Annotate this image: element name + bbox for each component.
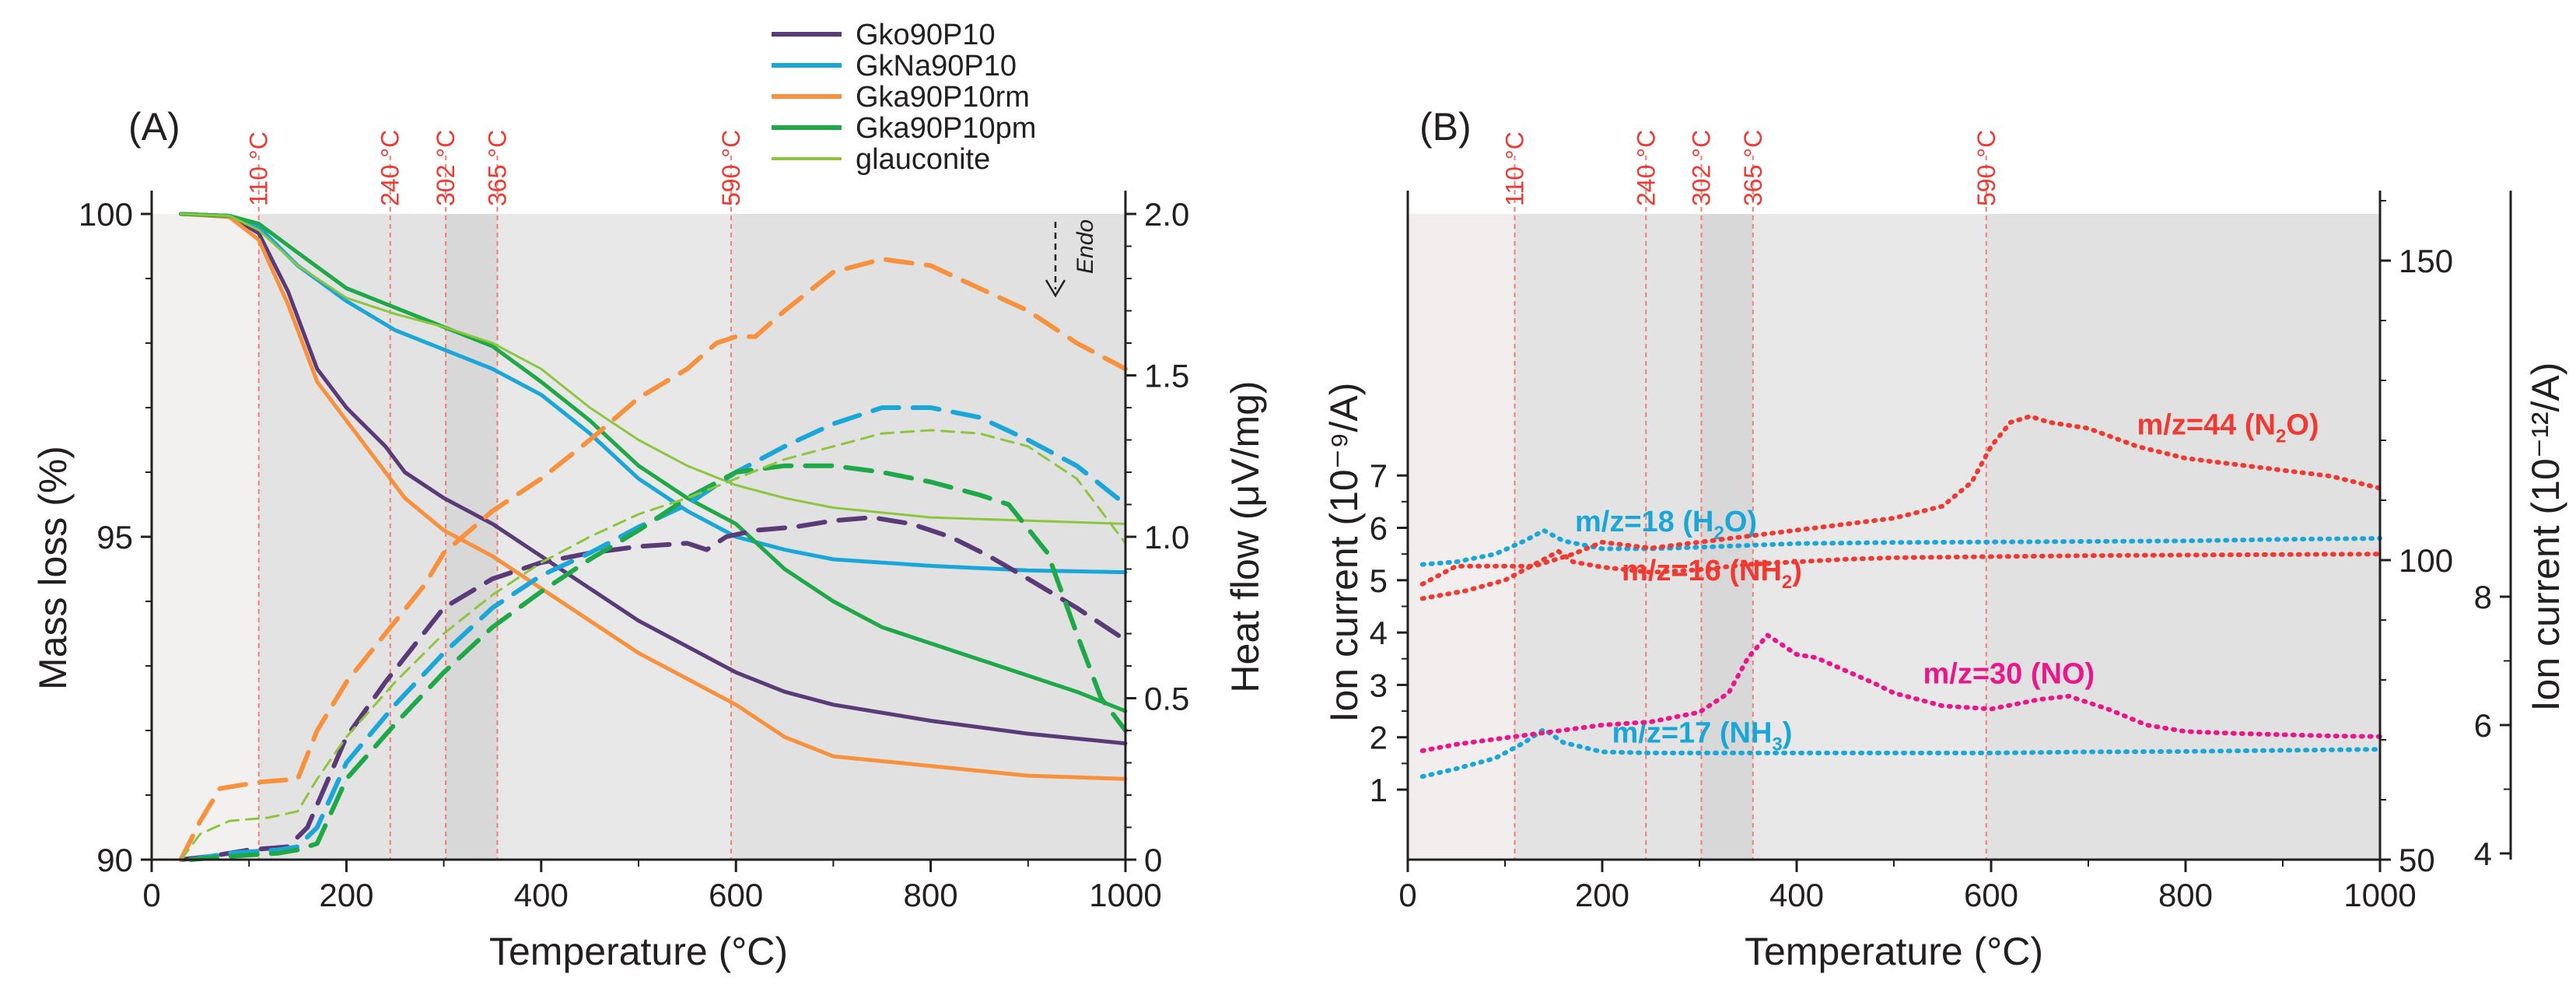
y2-tick-label: 150 (2399, 243, 2453, 279)
legend-entry: Gka90P10rm (856, 81, 1030, 114)
temp-marker-label: 365 °C (483, 130, 511, 206)
legend-entry: Gka90P10pm (856, 112, 1036, 145)
y3-tick-label: 8 (2474, 579, 2492, 615)
x-tick-label: 0 (1398, 877, 1416, 913)
y-tick-label: 7 (1370, 457, 1388, 494)
legend-entry: glauconite (856, 143, 990, 176)
temp-marker-label: 590 °C (1972, 130, 2000, 206)
y-tick-label: 2 (1370, 720, 1388, 756)
species-label-sub: 2 (1782, 572, 1792, 593)
temp-marker-label: 302 °C (432, 130, 460, 206)
legend-entry: Gko90P10 (856, 19, 996, 51)
species-label-main: m/z=30 (NO) (1923, 657, 2095, 690)
y-tick-label: 1 (1370, 772, 1388, 808)
species-label: m/z=17 (NH3) (1612, 716, 1793, 755)
y-tick-label: 6 (1370, 510, 1388, 547)
temp-marker-label: 110 °C (245, 131, 273, 206)
heat-flow-line (178, 257, 1128, 862)
species-label-main: m/z=17 (NH (1612, 716, 1773, 749)
y-tick-label: 100 (79, 196, 133, 233)
shade-band (1752, 214, 1986, 860)
ion-current-line (1419, 632, 2382, 753)
shade-band (497, 214, 731, 860)
y2-tick-label: 0.5 (1144, 681, 1189, 717)
species-label-sub: 2 (2276, 426, 2286, 447)
x-tick-label: 800 (904, 877, 958, 913)
y3-tick-label: 4 (2474, 836, 2492, 872)
species-label: m/z=30 (NO) (1923, 657, 2095, 690)
x-tick-label: 600 (1964, 877, 2018, 913)
shade-band (258, 214, 446, 860)
y2-tick-label: 1.5 (1144, 358, 1189, 394)
y2-tick-label: 2.0 (1144, 196, 1189, 233)
temp-marker-label: 240 °C (376, 130, 404, 206)
y-tick-label: 4 (1370, 615, 1388, 651)
species-label-main: m/z=16 (NH (1622, 555, 1782, 587)
species-label: m/z=44 (N2O) (2137, 408, 2319, 447)
shade-band (1408, 214, 1515, 860)
y-tick-label: 3 (1370, 667, 1388, 703)
y3-tick-label: 6 (2474, 707, 2492, 744)
x-tick-label: 400 (514, 877, 569, 913)
y-tick-label: 5 (1370, 562, 1388, 599)
shade-band (730, 214, 1125, 860)
x-tick-label: 200 (1575, 877, 1629, 913)
y2-tick-label: 0 (1144, 842, 1162, 878)
x-tick-label: 200 (319, 877, 373, 913)
endo-label: Endo (1073, 219, 1098, 274)
heat-flow-line (188, 405, 1128, 862)
temp-marker-label: 302 °C (1688, 130, 1716, 206)
ion-current-line (1419, 414, 2382, 587)
y2-axis-label: Ion current (10⁻¹²/A) (2524, 363, 2567, 712)
species-label-main: m/z=44 (N (2137, 408, 2276, 441)
x-axis-label: Temperature (°C) (489, 930, 788, 973)
y2-tick-label: 100 (2399, 542, 2453, 579)
y2-axis-label: Heat flow (μV/mg) (1223, 380, 1267, 692)
y-tick-label: 90 (96, 842, 133, 878)
heat-flow-line (178, 515, 1128, 862)
x-axis-label: Temperature (°C) (1745, 930, 2043, 973)
mass-loss-line (179, 212, 1128, 746)
panel-b: 110 °C 240 °C 302 °C 365 °C 590 °C m/z=18 (H 2… (1322, 105, 2567, 973)
panel-label: (B) (1419, 105, 1472, 149)
x-tick-label: 1000 (1089, 877, 1161, 913)
x-tick-label: 600 (709, 877, 763, 913)
species-label-main: m/z=18 (H (1575, 506, 1713, 538)
heat-flow-line (188, 463, 1128, 862)
y-axis-label: Ion current (10⁻⁹/A) (1322, 383, 1366, 723)
species-label-end: O) (1724, 506, 1757, 538)
y2-tick-label: 1.0 (1144, 519, 1189, 555)
panel-a: 110 °C 240 °C 302 °C 365 °C 590 °C 0 200 400 600… (31, 19, 1267, 973)
species-label-end: ) (1792, 555, 1802, 587)
legend-entry: GkNa90P10 (856, 50, 1017, 82)
x-tick-label: 1000 (2343, 877, 2416, 913)
species-label: m/z=16 (NH2) (1622, 555, 1802, 593)
x-tick-label: 800 (2158, 877, 2213, 913)
x-tick-label: 0 (142, 877, 160, 913)
y-tick-label: 95 (96, 519, 133, 555)
endo-arrow-head (1045, 279, 1066, 298)
y2-tick-label: 50 (2399, 842, 2435, 878)
species-label-end: O) (2286, 408, 2319, 441)
temp-marker-label: 110 °C (1501, 131, 1529, 206)
mass-loss-line (179, 212, 1128, 713)
species-label-sub: 3 (1772, 734, 1782, 755)
ion-current-line (1419, 727, 2382, 780)
temp-marker-label: 240 °C (1632, 130, 1660, 206)
heat-flow-line (180, 429, 1127, 861)
temp-marker-label: 590 °C (717, 130, 745, 206)
panel-label: (A) (128, 105, 180, 149)
temp-marker-label: 365 °C (1739, 130, 1767, 206)
mass-loss-line (179, 212, 1128, 781)
y-axis-label: Mass loss (%) (31, 446, 75, 690)
species-label-end: ) (1783, 716, 1793, 749)
mass-loss-line (180, 212, 1127, 525)
x-tick-label: 400 (1769, 877, 1824, 913)
